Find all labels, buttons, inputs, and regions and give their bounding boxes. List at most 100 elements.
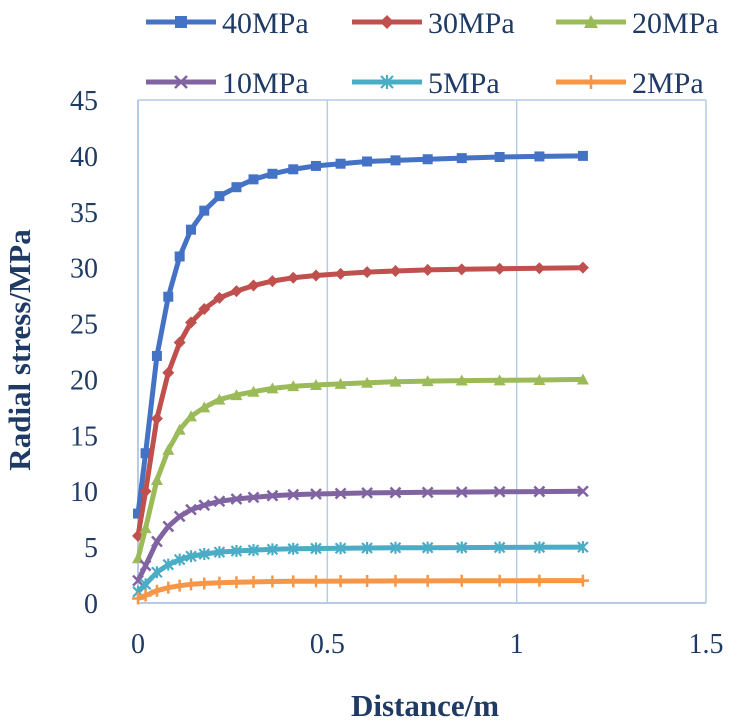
y-tick-label: 40 — [70, 142, 98, 173]
data-point — [230, 493, 243, 505]
data-point — [577, 150, 588, 161]
data-point — [493, 374, 506, 386]
legend-item-5MPa: 5MPa — [352, 67, 500, 100]
data-point — [151, 566, 163, 579]
data-point — [173, 553, 186, 566]
data-point — [361, 376, 374, 388]
data-point — [173, 579, 186, 592]
data-point — [334, 267, 347, 280]
data-point — [421, 486, 434, 499]
data-point — [140, 448, 151, 459]
data-point — [247, 575, 260, 588]
data-point — [185, 578, 198, 591]
legend-marker — [584, 75, 598, 89]
data-point — [455, 263, 468, 276]
data-point — [213, 546, 226, 559]
data-point — [198, 548, 211, 561]
data-point — [213, 291, 226, 304]
y-tick-label: 35 — [70, 198, 98, 229]
y-tick-label: 5 — [84, 533, 98, 564]
data-point — [173, 423, 186, 435]
data-point — [309, 269, 322, 282]
data-point — [139, 589, 152, 602]
data-point — [173, 336, 186, 349]
data-point — [198, 499, 211, 512]
data-point — [533, 374, 546, 386]
series-20MPa — [132, 373, 589, 564]
data-point — [390, 155, 401, 166]
data-point — [247, 385, 260, 397]
data-point — [576, 373, 589, 385]
series-2MPa — [132, 574, 589, 605]
data-point — [576, 574, 589, 587]
data-point — [247, 279, 260, 292]
data-point — [455, 574, 468, 587]
plot-series — [132, 150, 589, 605]
data-point — [334, 487, 347, 500]
grid-lines — [138, 99, 707, 603]
legend-label: 40MPa — [222, 7, 309, 40]
data-point — [198, 401, 211, 413]
data-point — [310, 160, 321, 171]
y-tick-label: 25 — [70, 310, 98, 341]
data-point — [389, 486, 402, 499]
y-tick-label: 10 — [70, 477, 98, 508]
data-point — [533, 541, 546, 554]
data-point — [361, 266, 374, 279]
legend-marker — [380, 75, 394, 89]
data-point — [199, 205, 210, 216]
data-point — [267, 168, 278, 179]
data-point — [213, 495, 226, 508]
data-point — [362, 156, 373, 167]
data-point — [576, 261, 589, 274]
axes — [137, 100, 706, 604]
data-point — [266, 543, 279, 556]
data-point — [287, 488, 300, 501]
data-point — [247, 544, 260, 557]
x-tick-label: 1.5 — [689, 629, 724, 660]
data-point — [230, 545, 243, 558]
legend-item-30MPa: 30MPa — [352, 7, 515, 40]
y-tick-label: 15 — [70, 421, 98, 452]
data-point — [421, 375, 434, 387]
x-tick-label: 0 — [131, 629, 145, 660]
y-tick-label: 0 — [84, 589, 98, 620]
data-point — [287, 575, 300, 588]
data-point — [132, 592, 144, 605]
data-point — [162, 443, 175, 455]
data-point — [421, 263, 434, 276]
legend-label: 10MPa — [222, 67, 309, 100]
data-point — [534, 151, 545, 162]
legend-marker — [174, 75, 188, 89]
legend-item-2MPa: 2MPa — [556, 67, 704, 100]
data-point — [310, 488, 322, 500]
series-5MPa — [132, 541, 589, 598]
data-point — [493, 262, 506, 275]
legend-marker — [380, 15, 394, 29]
data-point — [266, 489, 279, 502]
legend-item-40MPa: 40MPa — [146, 7, 309, 40]
data-point — [213, 576, 226, 589]
data-point — [139, 578, 152, 591]
data-point — [139, 559, 152, 572]
series-40MPa — [133, 150, 588, 519]
data-point — [288, 164, 299, 175]
legend-item-20MPa: 20MPa — [556, 7, 719, 40]
series-30MPa — [132, 261, 589, 542]
data-point — [133, 508, 143, 519]
data-point — [230, 389, 243, 401]
tick-labels: 0 5 10 15 20 25 30 35 40 45 0 0.5 1 1.5 — [70, 86, 724, 660]
data-point — [287, 542, 300, 555]
data-point — [230, 285, 243, 298]
data-point — [150, 474, 163, 486]
data-point — [162, 366, 175, 379]
data-point — [247, 491, 260, 504]
data-point — [493, 485, 506, 498]
data-point — [389, 265, 402, 278]
data-point — [162, 581, 175, 594]
legend-label: 2MPa — [632, 67, 704, 100]
data-point — [287, 271, 300, 284]
data-point — [173, 510, 186, 523]
legend: 40MPa 30MPa 20MPa 10MPa 5MPa 2MPa — [146, 7, 719, 100]
